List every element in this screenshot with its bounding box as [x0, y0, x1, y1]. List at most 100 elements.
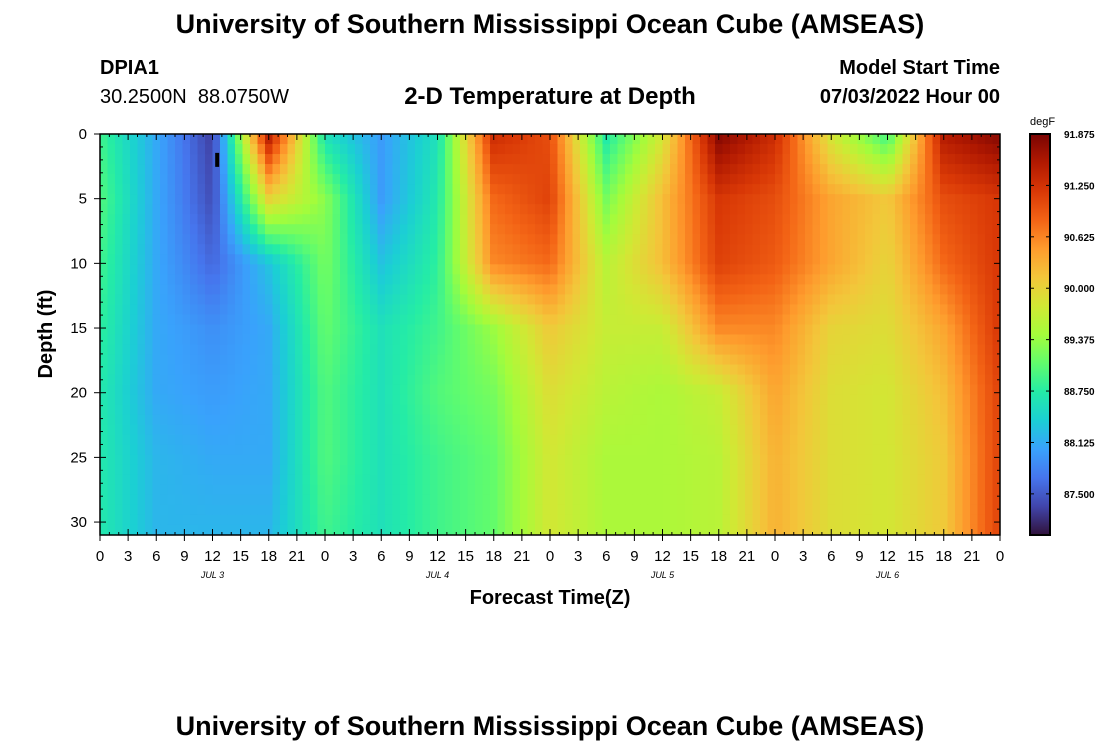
heatmap-cell: [655, 354, 664, 366]
heatmap-cell: [625, 514, 634, 526]
heatmap-cell: [752, 254, 761, 265]
heatmap-cell: [700, 154, 709, 165]
heatmap-cell: [137, 254, 146, 265]
heatmap-cell: [902, 494, 911, 506]
heatmap-cell: [932, 414, 941, 426]
heatmap-cell: [580, 174, 589, 185]
heatmap-cell: [295, 444, 304, 456]
heatmap-cell: [610, 504, 619, 516]
heatmap-cell: [152, 424, 161, 436]
heatmap-cell: [160, 454, 169, 466]
heatmap-cell: [842, 504, 851, 516]
heatmap-cell: [512, 434, 521, 446]
heatmap-cell: [790, 474, 799, 486]
heatmap-cell: [347, 374, 356, 386]
heatmap-cell: [827, 494, 836, 506]
heatmap-cell: [467, 214, 476, 225]
heatmap-cell: [662, 234, 671, 245]
heatmap-cell: [527, 384, 536, 396]
heatmap-cell: [685, 364, 694, 376]
heatmap-cell: [670, 264, 679, 275]
heatmap-cell: [977, 144, 986, 155]
heatmap-cell: [610, 434, 619, 446]
heatmap-cell: [332, 404, 341, 416]
heatmap-cell: [662, 344, 671, 356]
heatmap-cell: [865, 424, 874, 436]
heatmap-cell: [460, 474, 469, 486]
heatmap-cell: [985, 344, 994, 356]
heatmap-cell: [490, 244, 499, 255]
heatmap-cell: [295, 154, 304, 165]
heatmap-cell: [437, 144, 446, 155]
heatmap-cell: [625, 444, 634, 456]
heatmap-cell: [422, 494, 431, 506]
heatmap-cell: [865, 354, 874, 366]
heatmap-cell: [332, 414, 341, 426]
heatmap-cell: [730, 134, 739, 145]
heatmap-cell: [542, 504, 551, 516]
heatmap-cell: [250, 324, 259, 336]
heatmap-cell: [797, 384, 806, 396]
heatmap-cell: [385, 224, 394, 235]
heatmap-cell: [287, 354, 296, 366]
heatmap-cell: [617, 434, 626, 446]
heatmap-cell: [400, 244, 409, 255]
heatmap-cell: [722, 434, 731, 446]
heatmap-cell: [797, 204, 806, 215]
heatmap-cell: [482, 374, 491, 386]
heatmap-cell: [827, 194, 836, 205]
heatmap-cell: [265, 384, 274, 396]
heatmap-cell: [685, 474, 694, 486]
heatmap-cell: [655, 324, 664, 336]
heatmap-cell: [370, 254, 379, 265]
heatmap-cell: [160, 354, 169, 366]
heatmap-cell: [752, 224, 761, 235]
heatmap-cell: [257, 504, 266, 516]
heatmap-cell: [145, 344, 154, 356]
heatmap-cell: [437, 284, 446, 295]
heatmap-cell: [737, 484, 746, 496]
heatmap-cell: [722, 284, 731, 295]
heatmap-cell: [400, 414, 409, 426]
heatmap-cell: [302, 384, 311, 396]
heatmap-cell: [422, 334, 431, 346]
heatmap-cell: [317, 144, 326, 155]
heatmap-cell: [265, 304, 274, 316]
heatmap-cell: [377, 364, 386, 376]
heatmap-cell: [580, 194, 589, 205]
heatmap-cell: [310, 514, 319, 526]
heatmap-cell: [182, 424, 191, 436]
heatmap-cell: [685, 374, 694, 386]
heatmap-cell: [145, 334, 154, 346]
heatmap-cell: [190, 494, 199, 506]
heatmap-cell: [422, 514, 431, 526]
heatmap-cell: [595, 254, 604, 265]
heatmap-cell: [242, 224, 251, 235]
heatmap-cell: [835, 474, 844, 486]
heatmap-cell: [460, 294, 469, 306]
heatmap-cell: [730, 444, 739, 456]
heatmap-cell: [700, 514, 709, 526]
heatmap-cell: [430, 314, 439, 326]
heatmap-cell: [760, 444, 769, 456]
heatmap-cell: [910, 394, 919, 406]
heatmap-cell: [182, 354, 191, 366]
heatmap-cell: [100, 394, 109, 406]
heatmap-cell: [505, 354, 514, 366]
heatmap-cell: [737, 204, 746, 215]
heatmap-cell: [490, 154, 499, 165]
heatmap-cell: [542, 434, 551, 446]
heatmap-cell: [212, 254, 221, 265]
heatmap-cell: [790, 454, 799, 466]
heatmap-cell: [340, 354, 349, 366]
heatmap-cell: [632, 524, 641, 535]
heatmap-cell: [467, 514, 476, 526]
heatmap-cell: [670, 424, 679, 436]
heatmap-cell: [595, 504, 604, 516]
heatmap-cell: [880, 424, 889, 436]
heatmap-cell: [182, 454, 191, 466]
heatmap-cell: [227, 514, 236, 526]
heatmap-cell: [100, 404, 109, 416]
heatmap-cell: [100, 134, 109, 145]
heatmap-cell: [662, 254, 671, 265]
